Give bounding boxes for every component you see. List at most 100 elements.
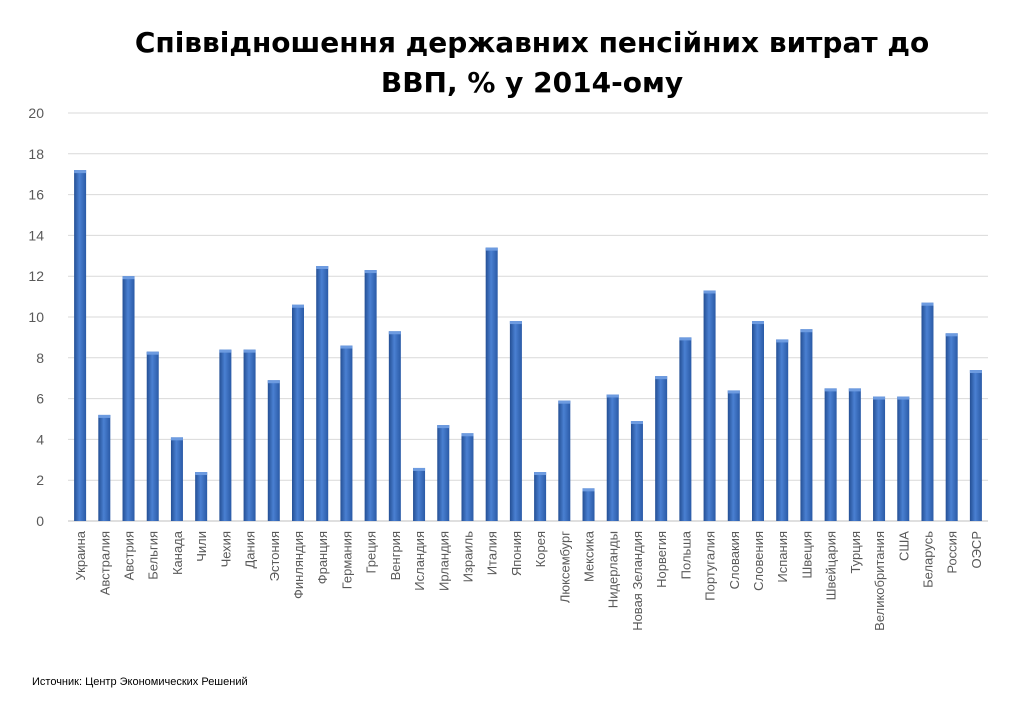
bar-cap	[873, 396, 886, 400]
bar-cap	[606, 394, 619, 398]
bar-cap	[267, 380, 280, 384]
bar-cap	[170, 437, 183, 441]
bar-cap	[388, 331, 401, 335]
x-tick-label: Люксембург	[557, 531, 572, 603]
y-tick-label: 2	[36, 472, 44, 488]
bar-cap	[509, 321, 522, 325]
x-tick-label: Исландия	[412, 531, 427, 591]
bar	[582, 488, 595, 521]
bar	[292, 304, 304, 521]
y-tick-label: 10	[28, 309, 44, 325]
x-tick-label: Финляндия	[291, 531, 306, 599]
bar-cap	[703, 290, 716, 294]
bar	[388, 331, 401, 521]
bar-cap	[146, 351, 159, 355]
bar-cap	[340, 345, 353, 349]
bar	[558, 400, 571, 521]
y-tick-label: 8	[36, 350, 44, 366]
x-tick-label: Австралия	[97, 531, 112, 595]
bars	[74, 170, 982, 521]
x-tick-label: Нидерланды	[606, 531, 621, 608]
bar-cap	[292, 304, 304, 308]
bar-cap	[655, 376, 668, 380]
source-note: Источник: Центр Экономических Решений	[32, 676, 248, 688]
bar-cap	[679, 337, 692, 341]
bar	[655, 376, 668, 521]
bar	[195, 472, 208, 521]
y-tick-label: 16	[28, 187, 44, 203]
x-tick-label: Великобритания	[872, 531, 887, 631]
x-tick-label: Япония	[509, 531, 524, 576]
bar-cap	[848, 388, 861, 392]
x-axis: Украина Австралия Австрия Бельгия Канада Чили…	[73, 530, 984, 631]
x-tick-label: Австрия	[122, 531, 137, 580]
bar-cap	[582, 488, 595, 492]
x-tick-label: Новая Зеландия	[630, 531, 645, 631]
bar	[897, 396, 910, 521]
bar	[485, 247, 498, 521]
bar	[630, 421, 643, 521]
bar-cap	[364, 270, 377, 274]
x-tick-label: Польша	[678, 530, 693, 579]
x-tick-label: Швейцария	[824, 531, 839, 600]
x-tick-label: Турция	[848, 531, 863, 574]
x-tick-label: Чехия	[218, 531, 233, 567]
x-tick-label: Чили	[194, 531, 209, 562]
bar	[98, 414, 111, 521]
bar-cap	[437, 425, 450, 429]
bar	[170, 437, 183, 521]
bar	[752, 321, 764, 521]
bar-cap	[558, 400, 571, 404]
bar-cap	[461, 433, 474, 437]
x-tick-label: Беларусь	[920, 531, 935, 588]
bar	[727, 390, 740, 521]
y-tick-label: 0	[36, 513, 44, 529]
x-tick-label: США	[896, 531, 911, 561]
x-tick-label: Швеция	[799, 531, 814, 579]
bar-cap	[800, 329, 813, 333]
bar-cap	[98, 414, 111, 418]
bar-cap	[630, 421, 643, 425]
x-tick-label: Украина	[73, 530, 88, 580]
bar	[848, 388, 861, 521]
bar	[509, 321, 522, 521]
bar-cap	[921, 302, 934, 306]
x-tick-label: Мексика	[582, 530, 597, 582]
bar-cap	[485, 247, 498, 251]
bar	[873, 396, 886, 521]
x-tick-label: Испания	[775, 531, 790, 583]
bar-cap	[219, 349, 232, 353]
bar-cap	[897, 396, 910, 400]
x-tick-label: Португалия	[703, 531, 718, 601]
x-tick-label: Германия	[339, 531, 354, 589]
bar-cap	[945, 333, 958, 337]
bar-cap	[122, 276, 135, 280]
chart-title-line-1: Співвідношення державних пенсійних витра…	[134, 26, 930, 59]
bar	[74, 170, 87, 521]
bar	[945, 333, 958, 521]
bar-cap	[243, 349, 256, 353]
bar-cap	[776, 339, 789, 343]
y-tick-label: 18	[28, 146, 44, 162]
bar	[243, 349, 256, 521]
bar	[267, 380, 280, 521]
bar-cap	[727, 390, 740, 394]
bar	[824, 388, 837, 521]
x-tick-label: Дания	[243, 531, 258, 569]
x-tick-label: Франция	[315, 531, 330, 584]
chart-title-line-2: ВВП, % у 2014-ому	[380, 66, 684, 99]
bar	[340, 345, 353, 521]
x-tick-label: Канада	[170, 530, 185, 575]
x-tick-label: Словакия	[727, 531, 742, 589]
x-tick-label: Россия	[945, 531, 960, 574]
y-tick-label: 20	[28, 105, 44, 121]
x-tick-label: Эстония	[267, 531, 282, 581]
y-axis: 0 2 4 6 8 10 12 14 16 18 20	[28, 105, 44, 529]
y-tick-label: 12	[28, 268, 44, 284]
bar	[316, 266, 329, 521]
x-tick-label: ОЭСР	[969, 531, 984, 569]
bar-cap	[413, 467, 426, 471]
bar	[703, 290, 716, 521]
bar	[679, 337, 692, 521]
